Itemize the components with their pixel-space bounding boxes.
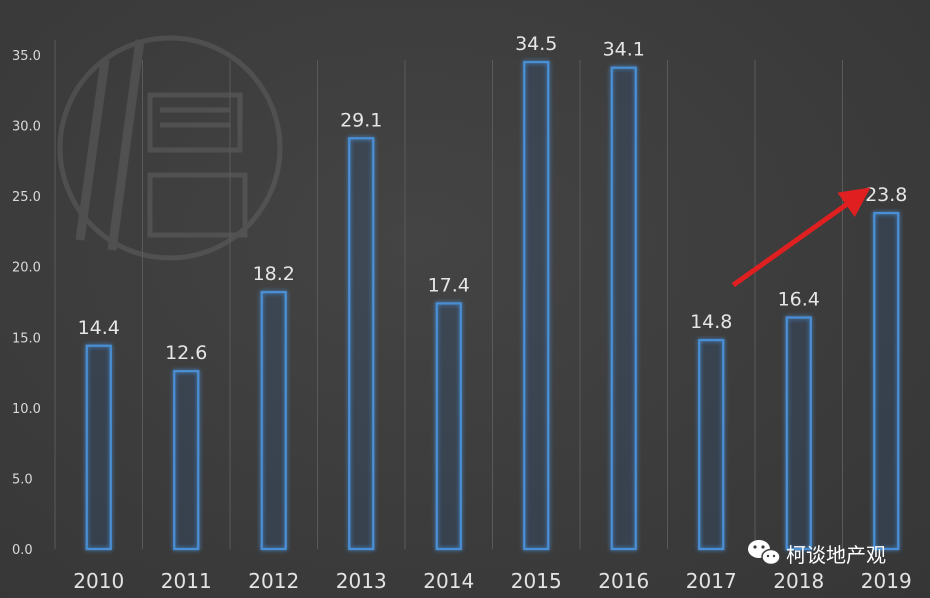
- bar-2018: [785, 316, 812, 551]
- watermark-label: 柯谈地产观: [786, 543, 886, 567]
- bar-2012: [260, 291, 287, 551]
- value-label-2013: 29.1: [340, 109, 382, 131]
- bar-2017: [698, 339, 725, 551]
- x-tick-label-2011: 2011: [161, 569, 212, 593]
- y-tick-label: 25.0: [12, 190, 41, 205]
- trend-arrow: [731, 187, 871, 288]
- value-label-2015: 34.5: [515, 33, 557, 55]
- y-tick-label: 15.0: [12, 331, 41, 346]
- y-tick-label: 35.0: [12, 49, 41, 64]
- x-tick-label-2018: 2018: [773, 569, 824, 593]
- x-tick-label-2012: 2012: [248, 569, 299, 593]
- value-label-2012: 18.2: [253, 263, 295, 285]
- x-tick-label-2017: 2017: [686, 569, 737, 593]
- bar-2016: [610, 66, 637, 551]
- logo-watermark: [57, 35, 283, 261]
- wechat-watermark: 柯谈地产观: [748, 540, 886, 567]
- value-label-2019: 23.8: [865, 184, 907, 206]
- value-label-2010: 14.4: [78, 317, 120, 339]
- bar-2019: [873, 211, 900, 551]
- value-label-2017: 14.8: [690, 311, 732, 333]
- x-tick-label-2019: 2019: [861, 569, 912, 593]
- bar-2014: [435, 302, 462, 551]
- bar-2010: [85, 344, 112, 551]
- x-tick-label-2016: 2016: [598, 569, 649, 593]
- y-tick-label: 20.0: [12, 261, 41, 276]
- value-label-2011: 12.6: [165, 342, 207, 364]
- bar-2015: [523, 60, 550, 551]
- bar-2011: [173, 370, 200, 551]
- y-tick-label: 0.0: [12, 543, 33, 558]
- y-tick-label: 10.0: [12, 402, 41, 417]
- value-label-2016: 34.1: [603, 39, 645, 61]
- x-tick-label-2014: 2014: [423, 569, 474, 593]
- x-tick-label-2015: 2015: [511, 569, 562, 593]
- x-tick-label-2010: 2010: [73, 569, 124, 593]
- wechat-icon: [748, 540, 781, 566]
- bar-2013: [348, 137, 375, 551]
- value-label-2018: 16.4: [778, 289, 820, 311]
- y-tick-label: 30.0: [12, 120, 41, 135]
- value-label-2014: 17.4: [428, 274, 470, 296]
- x-tick-label-2013: 2013: [336, 569, 387, 593]
- y-tick-label: 5.0: [12, 472, 33, 487]
